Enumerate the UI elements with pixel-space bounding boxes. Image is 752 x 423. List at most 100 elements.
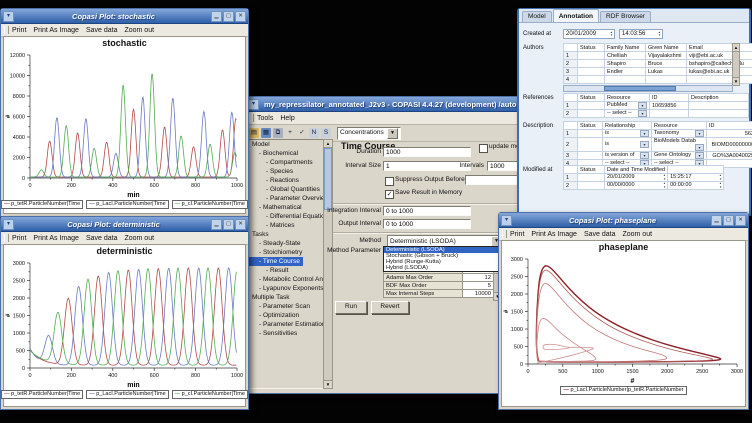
dropdown-arrow-icon[interactable]: ▾ xyxy=(695,130,704,137)
param-row[interactable]: Adams Max Order 12 xyxy=(383,273,494,282)
save-result-checkbox[interactable]: ✓ xyxy=(385,190,394,199)
open-icon[interactable]: ▤ xyxy=(249,128,259,138)
cell[interactable] xyxy=(686,75,752,84)
sidebar-item-parameter-estimation[interactable]: - Parameter Estimation xyxy=(259,321,324,328)
cell[interactable]: GO%3A0040029 xyxy=(706,151,752,160)
cell[interactable]: PubMed ▾ xyxy=(604,101,650,110)
param-value[interactable]: 5 xyxy=(462,281,494,290)
scroll-up-icon[interactable]: ▲ xyxy=(324,140,332,148)
cell[interactable] xyxy=(577,101,605,110)
legend-item[interactable]: — p_cI.ParticleNumber|Time xyxy=(171,390,248,399)
cell[interactable]: 20/01/2009 ▴ ▾ xyxy=(603,173,669,182)
menu-item-tools[interactable]: Tools xyxy=(257,114,274,122)
dropdown-arrow-icon[interactable]: ▾ xyxy=(695,152,704,159)
minimize-button[interactable]: ▁ xyxy=(711,214,722,226)
menu-item-print[interactable]: Print xyxy=(12,26,27,34)
sidebar-item-lyapunov-exponents[interactable]: - Lyapunov Exponents xyxy=(259,285,324,292)
menu-item-zoom-out[interactable]: Zoom out xyxy=(124,234,155,242)
cell[interactable] xyxy=(649,109,689,118)
table-row[interactable]: 1 is▾Taxonomy▾562 xyxy=(563,129,752,138)
sidebar-item-parameter-scan[interactable]: - Parameter Scan xyxy=(259,303,310,310)
cell[interactable]: lukas@ebi.ac.uk xyxy=(686,67,752,76)
cell[interactable] xyxy=(645,75,687,84)
cell[interactable] xyxy=(577,59,605,68)
table-row[interactable]: 1 Chelliah Vijayalakshmi viji@ebi.ac.uk xyxy=(563,51,752,60)
update-model-checkbox[interactable] xyxy=(479,144,488,153)
add-icon[interactable]: + xyxy=(285,128,295,138)
integration-interval-input[interactable] xyxy=(383,206,471,216)
method-option[interactable]: Deterministic (LSODA) xyxy=(384,247,498,253)
close-button[interactable]: ✕ xyxy=(235,10,246,22)
table-row[interactable]: 2 is ▾ BioModels Datab ▾ BIOMD00000000 xyxy=(563,137,752,152)
table-row[interactable]: 2 Shapiro Bruce bshapiro@caltech.edu xyxy=(563,59,752,68)
window-menu-icon[interactable]: ▾ xyxy=(3,10,14,22)
cell[interactable]: 00/00/0000 ▴ ▾ xyxy=(603,181,669,190)
stochastic-titlebar[interactable]: ▾ Copasi Plot: stochastic ▁ ▢ ✕ xyxy=(1,9,248,24)
dropdown-arrow-icon[interactable]: ▾ xyxy=(640,141,649,148)
scroll-up-icon[interactable]: ▲ xyxy=(733,44,739,52)
maximize-button[interactable]: ▢ xyxy=(223,10,234,22)
cell[interactable] xyxy=(577,181,605,190)
sidebar-item-result[interactable]: - Result xyxy=(266,267,289,274)
run-button[interactable]: Run xyxy=(335,301,367,314)
sidebar-item-tasks[interactable]: Tasks xyxy=(252,231,269,238)
cell[interactable]: Vijayalakshmi xyxy=(645,51,687,60)
cell[interactable]: is ▾ xyxy=(602,129,652,138)
output-interval-input[interactable] xyxy=(383,219,471,229)
legend-item[interactable]: — p_LacI.ParticleNumber|Time xyxy=(86,200,169,209)
scroll-down-icon[interactable]: ▼ xyxy=(733,77,739,85)
cell[interactable]: is version of ▾ xyxy=(602,151,652,160)
cell[interactable] xyxy=(577,109,605,118)
menu-item-save-data[interactable]: Save data xyxy=(85,26,118,34)
sidebar-item-species[interactable]: - Species xyxy=(266,168,294,175)
table-row[interactable]: 3 Endler Lukas lukas@ebi.ac.uk xyxy=(563,67,752,76)
close-button[interactable]: ✕ xyxy=(235,218,246,230)
method-option[interactable]: Hybrid (LSODA) xyxy=(386,265,428,271)
scroll-down-icon[interactable]: ▼ xyxy=(494,292,501,300)
menu-item-print[interactable]: Print xyxy=(510,230,525,238)
spinner[interactable]: ▴ ▾ xyxy=(663,173,666,181)
menu-item-print-as-image[interactable]: Print As Image xyxy=(33,26,79,34)
param-row[interactable]: BDF Max Order 5 xyxy=(383,281,494,290)
scroll-thumb[interactable] xyxy=(324,148,332,210)
tab-model[interactable]: Model xyxy=(522,11,552,22)
sidebar-item-reactions[interactable]: - Reactions xyxy=(266,177,299,184)
created-time-field[interactable]: 14:03:56 ▴ ▾ xyxy=(619,29,663,39)
cell[interactable]: is ▾ xyxy=(602,137,652,152)
cell[interactable]: Shapiro xyxy=(604,59,646,68)
cell[interactable]: 562 xyxy=(706,129,752,138)
sort-icon[interactable]: S xyxy=(321,128,331,138)
authors-hscrollbar[interactable] xyxy=(563,85,733,92)
maximize-button[interactable]: ▢ xyxy=(723,214,734,226)
spinner[interactable]: ▴ ▾ xyxy=(719,173,722,181)
duration-input[interactable] xyxy=(383,147,471,157)
chevron-down-icon[interactable]: ▼ xyxy=(387,127,398,139)
cell[interactable] xyxy=(577,151,603,160)
check-icon[interactable]: ✓ xyxy=(297,128,307,138)
minimize-button[interactable]: ▁ xyxy=(211,10,222,22)
cell[interactable]: Endler xyxy=(604,67,646,76)
copy-icon[interactable]: ⧉ xyxy=(273,128,283,138)
dropdown-arrow-icon[interactable]: ▾ xyxy=(638,110,647,117)
sidebar-item-global-quantities[interactable]: - Global Quantities xyxy=(266,186,320,193)
method-option[interactable]: Stochastic (Gibson + Bruck) xyxy=(386,253,459,259)
sidebar-item-compartments[interactable]: - Compartments xyxy=(266,159,313,166)
phaseplane-titlebar[interactable]: ▾ Copasi Plot: phaseplane ▁ ▢ ✕ xyxy=(499,213,748,228)
table-row[interactable]: 2 00/00/0000 ▴ ▾ 00:00:00 ▴ ▾ xyxy=(563,181,725,190)
window-menu-icon[interactable]: ▾ xyxy=(3,218,14,230)
legend-item[interactable]: — p_cI.ParticleNumber|Time xyxy=(171,200,248,209)
legend-item[interactable]: — p_LacI.ParticleNumber|Time xyxy=(86,390,169,399)
numbers-icon[interactable]: N xyxy=(309,128,319,138)
spinner[interactable]: ▴ ▾ xyxy=(663,181,666,189)
table-row[interactable]: 3 is version of ▾ Gene Ontology ▾ GO%3A004002… xyxy=(563,151,752,160)
sidebar-item-biochemical[interactable]: - Biochemical xyxy=(259,150,299,157)
cell[interactable]: 00:00:00 ▴ ▾ xyxy=(667,181,725,190)
tab-rdf-browser[interactable]: RDF Browser xyxy=(600,11,652,22)
window-menu-icon[interactable]: ▾ xyxy=(248,98,259,110)
cell[interactable]: viji@ebi.ac.uk xyxy=(686,51,752,60)
menu-item-print-as-image[interactable]: Print As Image xyxy=(531,230,577,238)
close-button[interactable]: ✕ xyxy=(735,214,746,226)
cell[interactable] xyxy=(577,51,605,60)
cell[interactable]: Gene Ontology ▾ xyxy=(651,151,707,160)
menu-item-save-data[interactable]: Save data xyxy=(85,234,118,242)
